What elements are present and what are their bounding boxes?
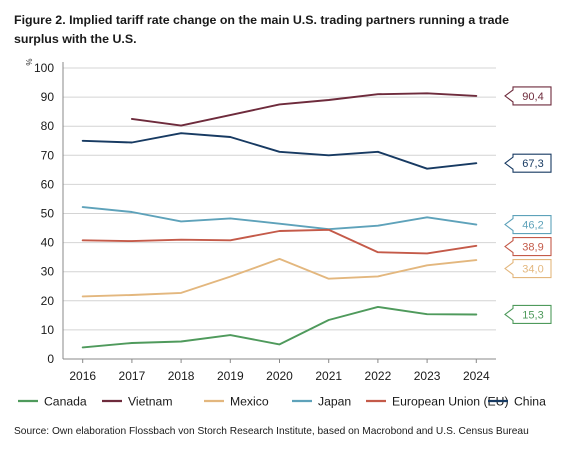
x-tick-label: 2022 (365, 369, 392, 383)
x-tick-label: 2024 (463, 369, 490, 383)
end-value-callouts: 90,4 67,3 46,2 38,9 34,0 15,3 (504, 86, 552, 325)
line-chart: 0 10 20 30 40 50 60 70 80 90 100% 2016 2017 2018 2019 2… (18, 58, 552, 409)
figure-title: Figure 2. Implied tariff rate change on … (14, 13, 510, 46)
series-line-japan (81, 206, 478, 231)
y-tick-label: 20 (41, 294, 55, 308)
x-tick-label: 2023 (414, 369, 441, 383)
series-line-european-union-eu (81, 228, 478, 255)
series-lines (81, 92, 478, 349)
y-tick-label: 60 (41, 177, 55, 191)
legend: Canada Vietnam Mexico Japan European Union (… (18, 395, 546, 409)
y-tick-label: 90 (41, 90, 55, 104)
callout-label-european-union-eu: 38,9 (522, 242, 543, 254)
callout-box-vietnam (504, 86, 552, 106)
axes: 0 10 20 30 40 50 60 70 80 90 100% 2016 2017 2018 2019 2… (25, 58, 496, 383)
callout-box-european-union-eu (504, 237, 552, 257)
y-tick-label: 10 (41, 323, 55, 337)
source-note: Source: Own elaboration Flossbach von St… (14, 426, 529, 437)
series-line-mexico (81, 257, 478, 298)
callout-box-mexico (504, 259, 552, 279)
y-tick-label: 80 (41, 119, 55, 133)
gridlines (63, 67, 496, 331)
callout-label-mexico: 34,0 (522, 264, 543, 276)
x-tick-label: 2016 (69, 369, 96, 383)
series-line-vietnam (130, 92, 478, 127)
legend-label-canada: Canada (44, 395, 87, 409)
x-tick-label: 2018 (168, 369, 195, 383)
legend-label-mexico: Mexico (230, 395, 269, 409)
x-tick-label: 2020 (266, 369, 293, 383)
legend-label-vietnam: Vietnam (128, 395, 173, 409)
legend-label-japan: Japan (318, 395, 351, 409)
callout-box-canada (504, 304, 552, 325)
series-line-china (81, 132, 478, 170)
y-tick-label: 70 (41, 148, 55, 162)
x-tick-label: 2017 (119, 369, 146, 383)
callout-box-japan (504, 215, 552, 235)
series-line-canada (81, 305, 478, 349)
y-tick-label: 0 (47, 352, 54, 366)
y-tick-label: 50 (41, 207, 55, 221)
y-tick-label: 100 (34, 61, 54, 75)
callout-label-canada: 15,3 (522, 309, 543, 321)
callout-box-china (504, 153, 552, 173)
x-tick-label: 2021 (315, 369, 342, 383)
y-axis-label: % (25, 58, 34, 65)
callout-label-china: 67,3 (522, 158, 543, 170)
callout-label-vietnam: 90,4 (522, 91, 543, 103)
legend-label-european-union-eu: European Union (EU) (392, 395, 509, 409)
y-tick-label: 40 (41, 236, 55, 250)
x-tick-label: 2019 (217, 369, 244, 383)
legend-label-china: China (514, 395, 546, 409)
callout-label-japan: 46,2 (522, 220, 543, 232)
y-tick-label: 30 (41, 265, 55, 279)
